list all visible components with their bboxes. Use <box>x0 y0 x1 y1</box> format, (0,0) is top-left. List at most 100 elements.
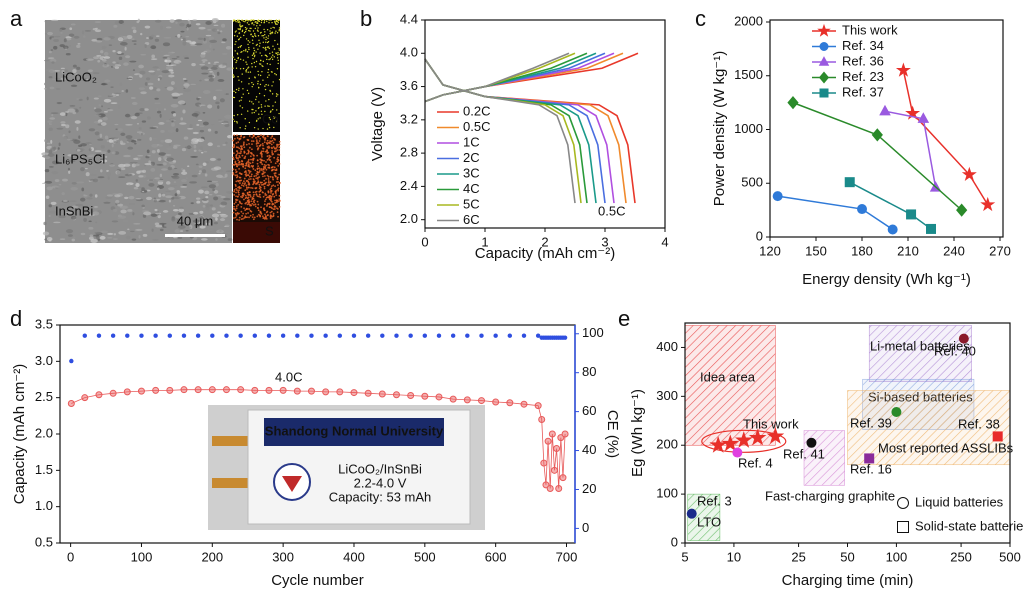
y-tick-label: 0 <box>671 534 678 549</box>
sem-grain <box>49 117 56 120</box>
s-dot <box>237 191 240 193</box>
sem-grain <box>94 168 97 171</box>
co-dot <box>259 24 261 26</box>
s-dot <box>232 156 235 159</box>
sem-grain <box>102 58 107 62</box>
sem-grain <box>222 62 228 66</box>
s-dot <box>252 191 255 194</box>
s-dot <box>236 150 239 153</box>
co-dot <box>272 45 274 47</box>
s-dot <box>261 159 264 162</box>
sem-grain <box>146 196 153 201</box>
sem-grain <box>215 89 223 92</box>
sem-grain <box>103 37 111 41</box>
s-dot <box>232 217 235 219</box>
y-tick-label: 2.0 <box>35 425 53 440</box>
sem-grain <box>58 214 66 219</box>
co-dot <box>256 119 258 122</box>
s-dot <box>259 188 262 191</box>
sem-grain <box>43 82 47 86</box>
s-dot <box>235 163 237 166</box>
sem-grain <box>158 193 162 198</box>
sem-grain <box>62 136 67 141</box>
co-dot <box>263 94 266 97</box>
s-dot <box>253 180 256 183</box>
co-dot <box>266 63 269 65</box>
sem-grain <box>215 238 218 241</box>
ce-point <box>153 333 158 338</box>
sem-grain <box>50 49 54 51</box>
sem-grain <box>214 130 218 134</box>
sem-grain <box>71 212 77 215</box>
sem-grain <box>187 128 194 130</box>
point-label: Ref. 41 <box>783 446 825 461</box>
s-dot <box>233 134 236 137</box>
co-dot <box>260 104 263 106</box>
sem-grain <box>197 37 204 41</box>
s-dot <box>265 211 268 214</box>
sem-grain <box>133 186 139 190</box>
co-dot <box>278 78 281 81</box>
s-dot <box>263 187 266 190</box>
sem-grain <box>90 164 94 167</box>
sem-grain <box>207 180 213 183</box>
sem-grain <box>123 154 131 158</box>
sem-grain <box>64 69 69 73</box>
s-dot <box>238 193 240 196</box>
co-dot <box>232 67 234 69</box>
s-dot <box>239 145 242 148</box>
s-dot <box>235 176 238 179</box>
marker <box>819 88 829 98</box>
sem-grain <box>184 80 188 82</box>
sem-grain <box>107 149 111 153</box>
s-dot <box>273 147 276 150</box>
x-axis-title: Energy density (Wh kg⁻¹) <box>802 271 971 288</box>
s-dot <box>248 208 251 210</box>
co-dot <box>269 52 271 55</box>
ce-point <box>380 333 385 338</box>
s-dot <box>263 175 266 177</box>
s-dot <box>248 170 251 172</box>
sem-grain <box>128 195 135 200</box>
sem-grain <box>217 170 224 173</box>
sem-grain <box>138 64 144 69</box>
sem-grain <box>189 123 193 129</box>
s-dot <box>270 199 272 202</box>
sem-grain <box>183 88 191 93</box>
sem-grain <box>78 98 83 102</box>
sem-grain <box>53 35 61 38</box>
co-dot <box>258 20 260 22</box>
marker <box>817 23 831 37</box>
s-dot <box>240 202 243 205</box>
sem-grain <box>156 110 162 114</box>
co-dot <box>253 24 255 26</box>
co-dot <box>254 54 256 57</box>
marker <box>686 508 697 519</box>
sem-grain <box>85 72 92 77</box>
sem-grain <box>150 213 158 217</box>
co-dot <box>267 41 270 43</box>
sem-grain <box>201 169 207 174</box>
sem-grain <box>94 194 98 198</box>
sem-grain <box>111 143 114 148</box>
sem-grain <box>173 59 182 64</box>
sem-grain <box>57 147 60 150</box>
x-tick-label: 240 <box>943 243 965 258</box>
sem-grain <box>148 179 154 181</box>
co-dot <box>256 43 258 46</box>
s-dot <box>246 200 249 203</box>
marker <box>844 177 855 188</box>
sem-grain <box>207 62 211 64</box>
co-dot <box>251 85 253 88</box>
co-dot <box>251 62 253 65</box>
co-dot <box>248 83 250 85</box>
co-dot <box>276 20 278 23</box>
s-dot <box>266 146 269 148</box>
sem-grain <box>187 165 190 167</box>
y-tick-label: 0.5 <box>35 534 53 549</box>
s-dot <box>256 171 259 174</box>
co-dot <box>240 81 243 83</box>
sem-grain <box>203 37 206 42</box>
sem-grain <box>158 199 166 203</box>
co-dot <box>263 19 266 21</box>
